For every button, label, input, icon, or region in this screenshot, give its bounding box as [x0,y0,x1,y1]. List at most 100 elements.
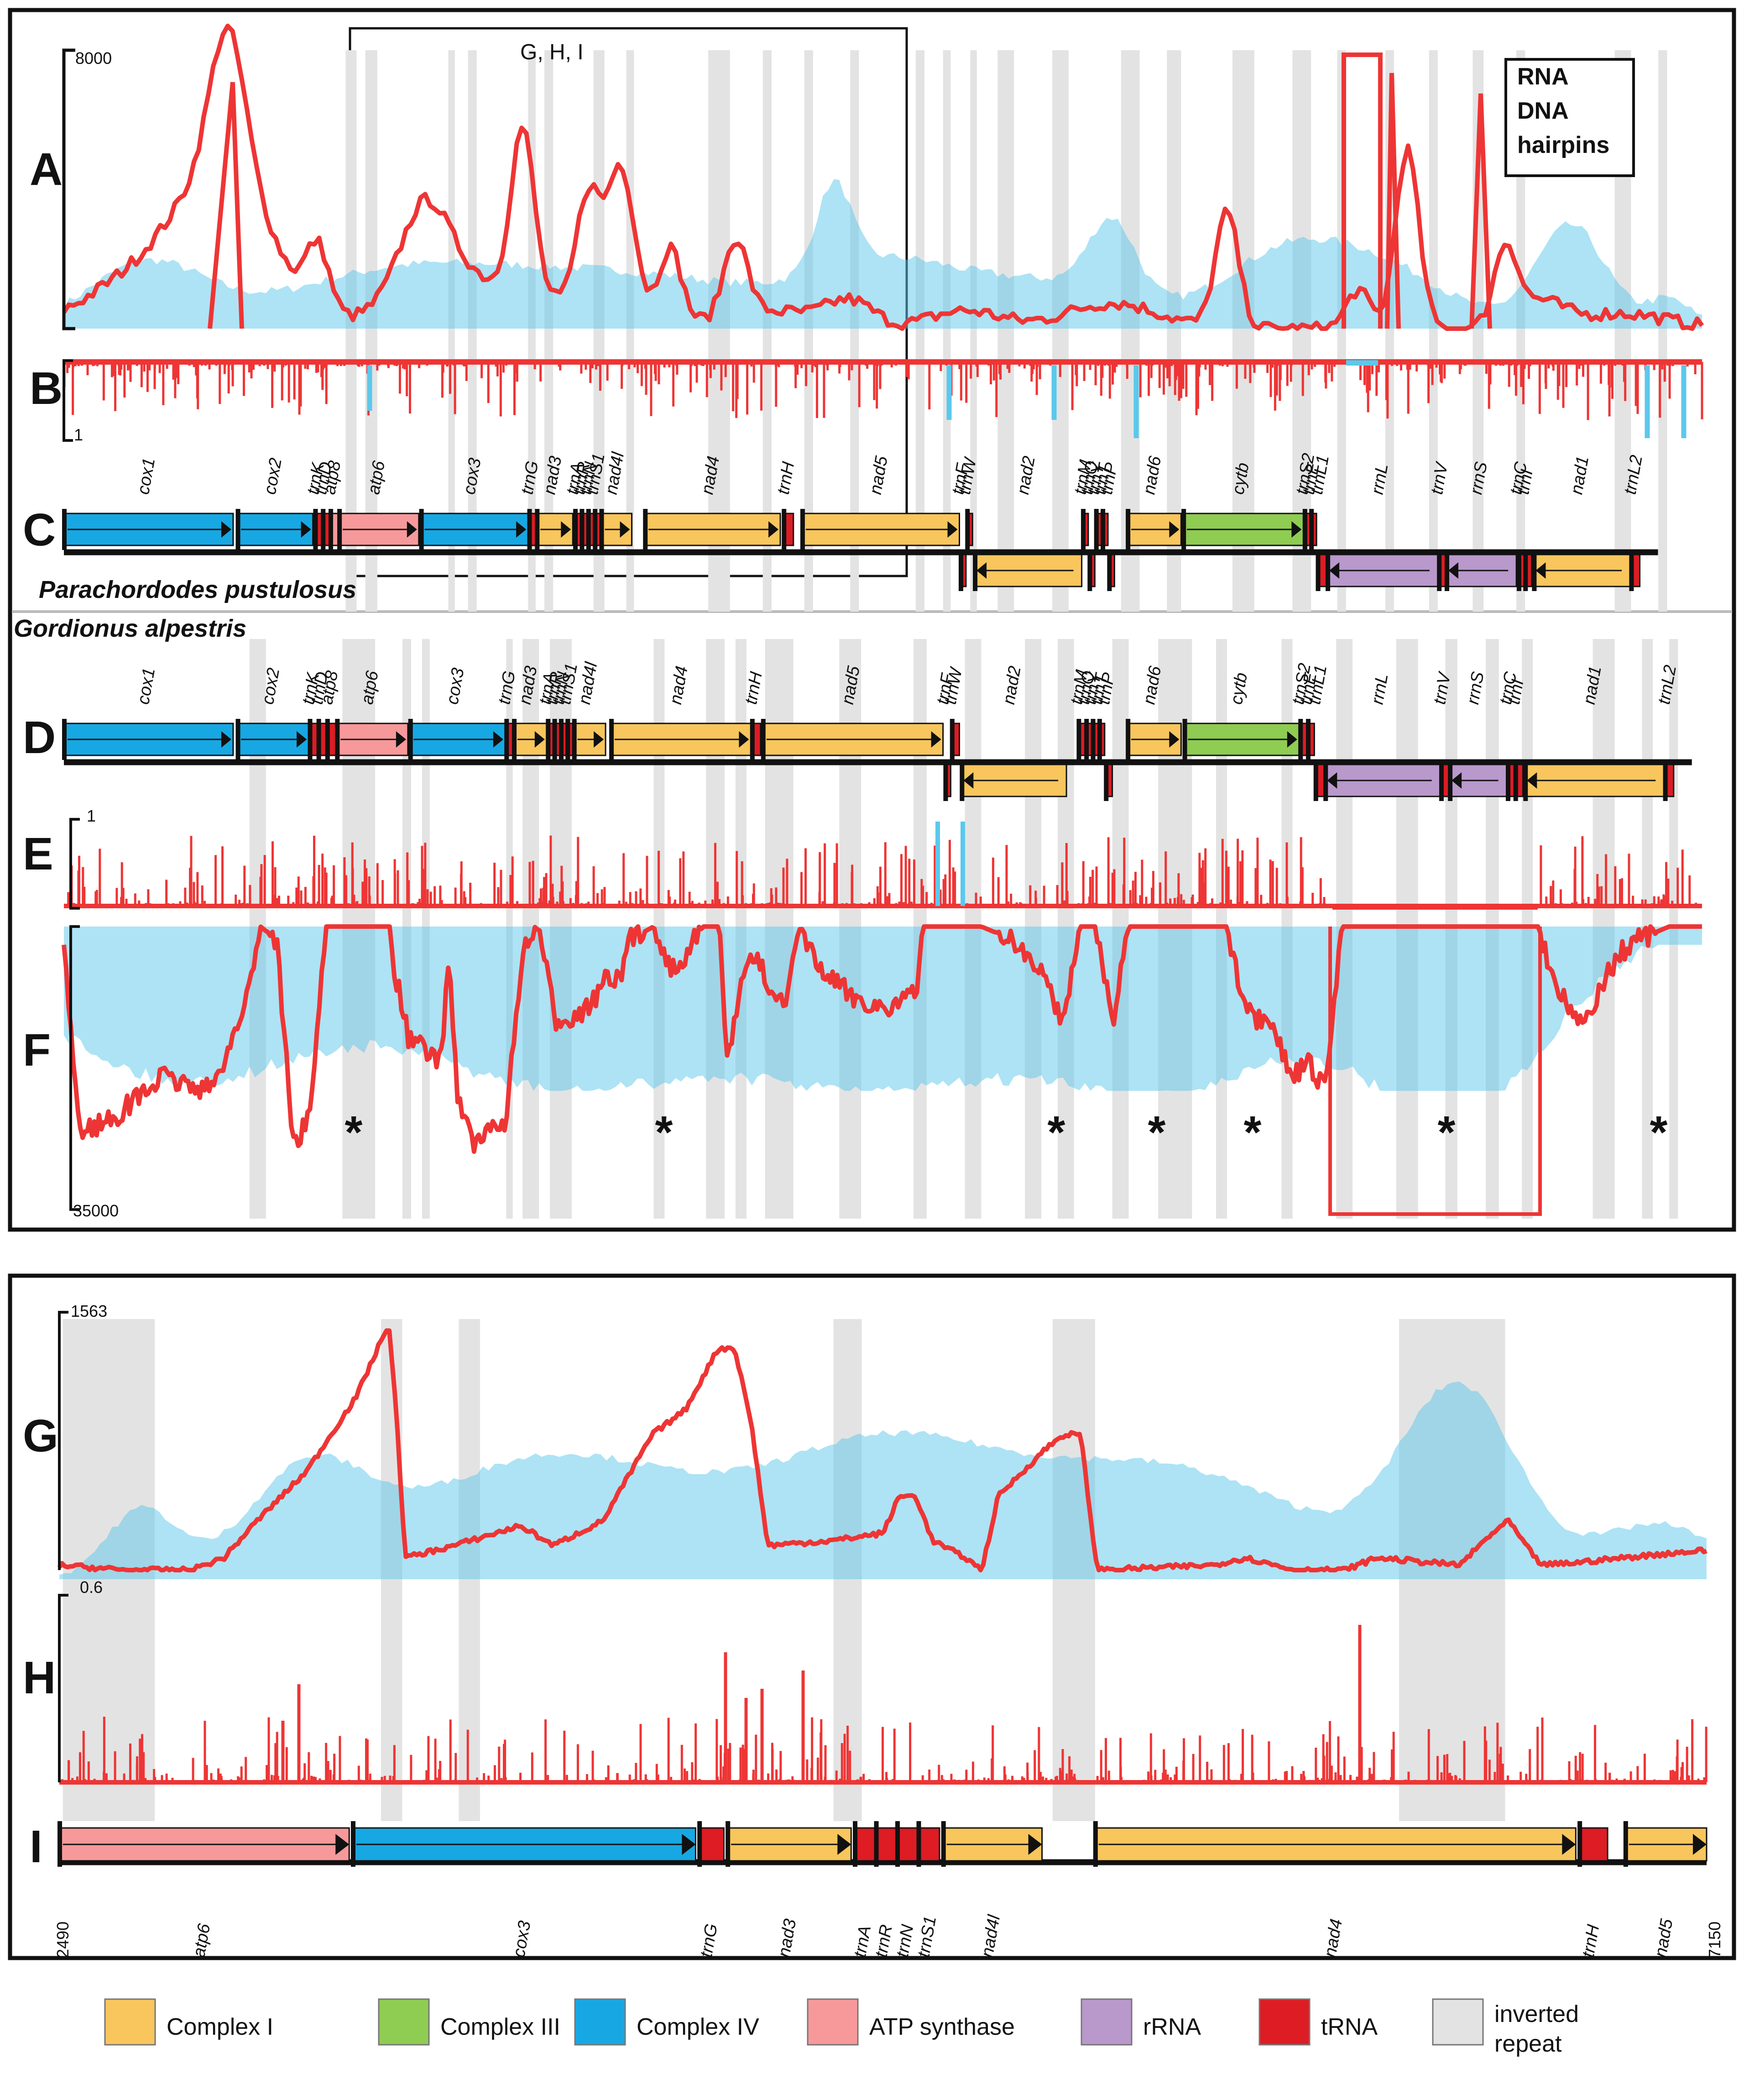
map-i-gene-arrow [1028,1834,1042,1855]
map-g-gene-arrow [594,731,604,748]
legend-swatch [807,1998,859,2046]
legend-swatch [1432,1998,1484,2046]
panel-a-dna-area [64,179,1702,329]
legend-swatch [574,1998,626,2046]
map-g-gene-arrow [1527,772,1537,789]
hairpin-band [762,50,772,612]
map-g-gene-tick [1448,760,1453,801]
map-g-gene-tick [559,719,564,760]
map-g-gene-tick [1182,719,1187,760]
map-p-gene-arrow [1291,521,1302,538]
panel-a-rna-saturated-peak [1342,52,1383,329]
map-i-gene-trnA [854,1827,877,1862]
legend-label: Complex III [440,2014,560,2040]
map-g-gene-tick [950,719,955,760]
panel-g-rna-line [57,1328,1707,1572]
map-g-gene-tick [572,719,577,760]
map-g-gene-tick [1298,719,1303,760]
map-g-gene-tick [750,719,755,760]
map-g-gene-tick [1505,760,1510,801]
map-i-gene-arrow [682,1834,696,1855]
panel-label-A: A [30,144,63,195]
map-i-gene-tick [895,1821,900,1867]
panel-g-y-axis [58,1311,68,1570]
map-g-gene-tick [308,719,313,760]
series-legend-RNA: RNA [1517,63,1569,90]
map-p-gene-tick [1316,550,1321,591]
species-bottom: Gordionus alpestris [14,615,246,642]
panel-a-rna-spike [1385,73,1401,329]
map-p-gene-tick [1302,509,1307,550]
legend-swatch [104,1998,156,2046]
hairpin-band [468,50,477,612]
panel-label-H: H [23,1652,56,1703]
map-g-gene-tick [565,719,570,760]
hairpin-band [1052,50,1069,612]
map-p-gene-tick [527,509,532,550]
map-g-gene-arrow [1287,731,1297,748]
map-g-gene-tick [504,719,509,760]
legend-label: repeat [1494,2031,1562,2057]
hairpin-band [943,50,951,612]
map-p-gene-tick [328,509,333,550]
map-p-gene-arrow [561,521,571,538]
map-p-gene-tick [1107,550,1112,591]
map-p-gene-arrow [947,521,958,538]
map-p-gene-tick [1126,509,1131,550]
map-g-gene-arrow [1169,731,1180,748]
map-g-gene-tick [1513,760,1518,801]
legend-label: rRNA [1143,2014,1201,2040]
map-g-gene-tick [1313,760,1318,801]
panel-a-rna-spike [208,82,244,329]
panel-e-ymax: 1 [87,806,96,825]
map-g-gene-tick [62,719,67,760]
map-p-gene-arrow [407,521,417,538]
panel-label-G: G [23,1410,58,1461]
panel-f-rna-line [62,924,1702,1154]
map-p-gene-arrow [1329,562,1340,579]
map-g-gene-arrow [221,731,231,748]
legend-swatch [1258,1998,1311,2046]
map-i-gene-trnH [1578,1827,1608,1862]
map-p-gene-tick [337,509,342,550]
map-i-gene-tick [874,1821,879,1867]
map-g-gene-tick [1663,760,1668,801]
map-i-gene-tick [941,1821,946,1867]
map-p-gene-tick [1523,550,1528,591]
map-g-gene-arrow [493,731,503,748]
map-p-gene-tick [535,509,540,550]
map-g-gene-tick [609,719,614,760]
panel-e-y-axis [69,818,80,910]
map-p-gene-tick [419,509,424,550]
map-g-gene-tick [1104,760,1109,801]
map-g-gene-arrow [534,731,545,748]
hairpin-band [1658,50,1667,612]
map-g-gene-tick [943,760,948,801]
map-i-gene-tick [1577,1821,1582,1867]
panel-f-asterisk: * [1650,1107,1668,1158]
legend-label: tRNA [1321,2014,1378,2040]
map-g-gene-arrow [931,731,941,748]
map-p-gene-tick [1101,509,1106,550]
map-g-gene-arrow [1452,772,1462,789]
hairpin-band [448,50,455,612]
map-i-gene-tick [1623,1821,1628,1867]
map-p-gene-tick [1444,550,1449,591]
panel-f-asterisk: * [1244,1107,1262,1158]
panel-f-ymax: 35000 [73,1201,119,1220]
map-p-gene-tick [1516,550,1521,591]
map-g-gene-tick [1091,719,1096,760]
panel-f-asterisk: * [1048,1107,1065,1158]
map-p-gene-arrow [976,562,987,579]
panel-g-dna-area [59,1382,1707,1579]
map-g-gene-arrow [963,772,974,789]
panel-i-x-end: 7150 [1705,1922,1724,1958]
map-i-gene-tick [1093,1821,1098,1867]
panel-a-rna-spike [1469,93,1492,329]
map-g-gene-tick [316,719,321,760]
map-p-gene-arrow [1535,562,1546,579]
map-g-gene-tick [408,719,413,760]
legend-label: inverted [1494,2001,1579,2027]
map-p-gene-tick [1181,509,1186,550]
map-g-gene-label: trnI [1504,678,1528,706]
